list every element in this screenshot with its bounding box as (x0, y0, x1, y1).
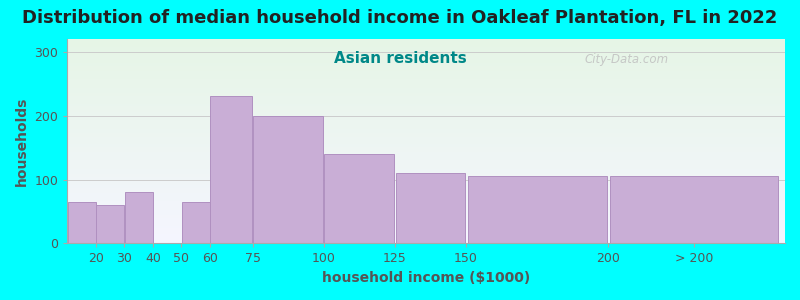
X-axis label: household income ($1000): household income ($1000) (322, 271, 530, 285)
Y-axis label: households: households (15, 97, 29, 186)
Bar (182, 202, 210, 243)
Bar (396, 173, 466, 243)
Bar (125, 192, 153, 243)
Bar (96, 205, 124, 243)
Text: Asian residents: Asian residents (334, 51, 466, 66)
Text: Distribution of median household income in Oakleaf Plantation, FL in 2022: Distribution of median household income … (22, 9, 778, 27)
Bar (68, 202, 96, 243)
Bar (610, 176, 778, 243)
Bar (467, 176, 607, 243)
Bar (325, 154, 394, 243)
Bar (254, 116, 323, 243)
Bar (210, 97, 252, 243)
Text: City-Data.com: City-Data.com (584, 53, 668, 66)
